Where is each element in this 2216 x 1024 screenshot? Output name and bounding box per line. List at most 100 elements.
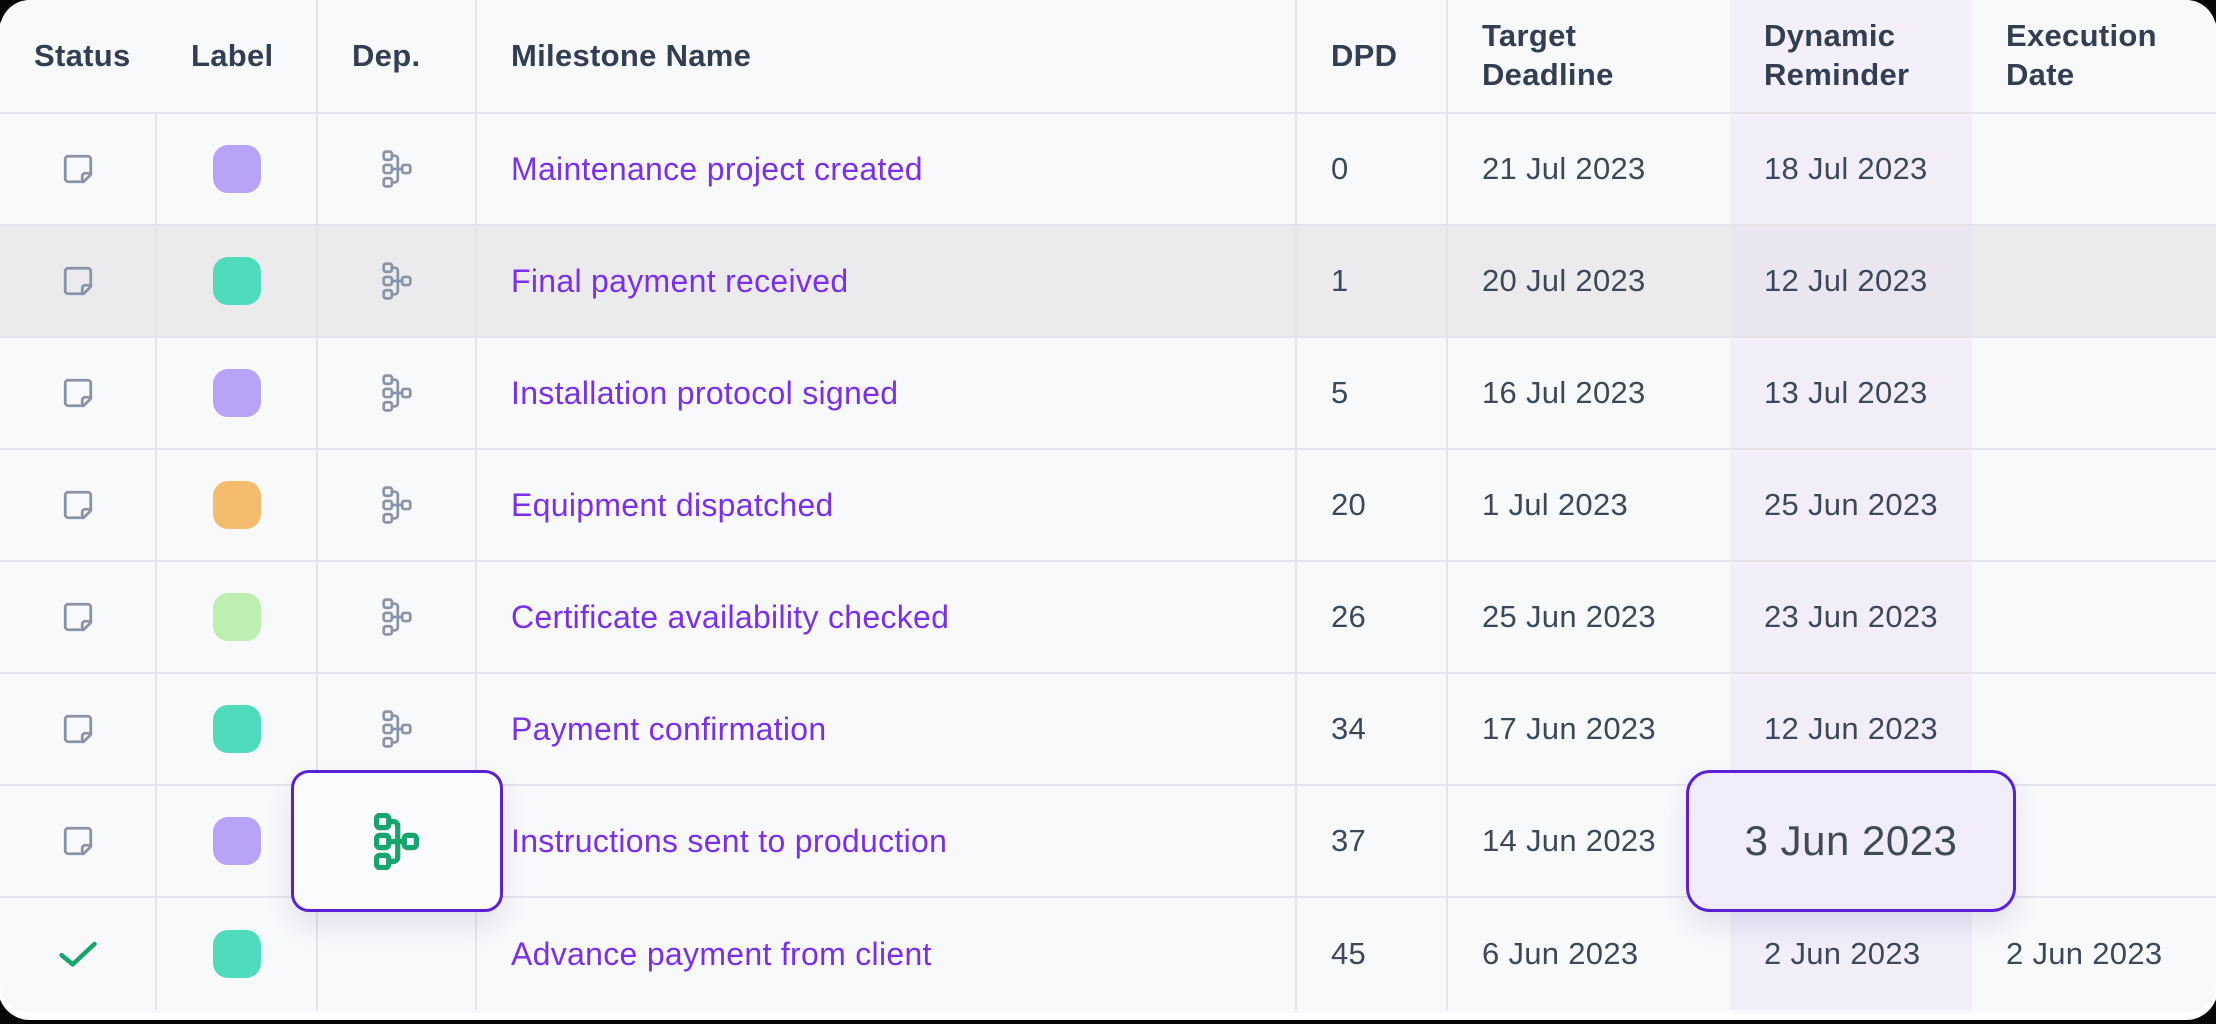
label-chip[interactable] — [212, 145, 261, 193]
label-chip[interactable] — [212, 593, 261, 641]
status-cell — [0, 450, 157, 562]
milestone-link[interactable]: Installation protocol signed — [511, 374, 899, 411]
milestone-link[interactable]: Certificate availability checked — [511, 598, 950, 635]
dynamic-reminder-value[interactable]: 25 Jun 2023 — [1764, 487, 1938, 522]
label-cell — [157, 674, 318, 786]
header-label: Label — [157, 0, 318, 114]
check-icon[interactable] — [57, 940, 99, 969]
dependency-icon[interactable] — [382, 710, 412, 748]
dependency-icon[interactable] — [382, 598, 412, 636]
dpd-cell: 45 — [1297, 898, 1448, 1010]
milestone-link[interactable]: Payment confirmation — [511, 710, 827, 747]
header-milestone-label: Milestone Name — [511, 37, 752, 73]
label-chip[interactable] — [212, 817, 261, 865]
dynamic-reminder-cell: 12 Jul 2023 — [1730, 226, 1972, 338]
label-chip[interactable] — [212, 481, 261, 529]
milestone-link[interactable]: Final payment received — [511, 262, 849, 299]
label-chip[interactable] — [212, 930, 261, 978]
header-dpd-label: DPD — [1331, 37, 1398, 73]
milestone-link[interactable]: Advance payment from client — [511, 935, 932, 972]
target-deadline-cell: 6 Jun 2023 — [1448, 898, 1730, 1010]
target-deadline-value[interactable]: 20 Jul 2023 — [1482, 263, 1646, 298]
note-icon[interactable] — [61, 824, 95, 858]
dpd-cell: 20 — [1297, 450, 1448, 562]
target-deadline-cell: 21 Jul 2023 — [1448, 114, 1730, 226]
label-chip[interactable] — [212, 705, 261, 753]
dynamic-reminder-value[interactable]: 23 Jun 2023 — [1764, 599, 1938, 634]
header-status-label: Status — [34, 37, 131, 73]
dynamic-reminder-value[interactable]: 2 Jun 2023 — [1764, 936, 1921, 971]
dpd-cell: 26 — [1297, 562, 1448, 674]
dpd-value: 0 — [1331, 151, 1349, 186]
dependency-icon[interactable] — [382, 374, 412, 412]
execution-date-cell — [1972, 450, 2216, 562]
dynamic-reminder-cell: 25 Jun 2023 — [1730, 450, 1972, 562]
target-deadline-value[interactable]: 6 Jun 2023 — [1482, 936, 1639, 971]
dependency-popup[interactable] — [290, 770, 503, 912]
milestone-cell: Installation protocol signed — [477, 338, 1297, 450]
header-execution-label: Execution Date — [2006, 18, 2157, 92]
reminder-value: 3 Jun 2023 — [1744, 817, 1958, 864]
milestone-cell: Advance payment from client — [477, 898, 1297, 1010]
dpd-value: 34 — [1331, 711, 1367, 746]
label-chip[interactable] — [212, 257, 261, 305]
status-cell — [0, 226, 157, 338]
target-deadline-cell: 20 Jul 2023 — [1448, 226, 1730, 338]
note-icon[interactable] — [61, 488, 95, 522]
milestone-cell: Maintenance project created — [477, 114, 1297, 226]
target-deadline-value[interactable]: 1 Jul 2023 — [1482, 487, 1629, 522]
dynamic-reminder-value[interactable]: 18 Jul 2023 — [1764, 151, 1928, 186]
header-execution-date: Execution Date — [1972, 0, 2216, 114]
header-label-label: Label — [191, 37, 274, 73]
dep-cell — [318, 114, 477, 226]
target-deadline-value[interactable]: 25 Jun 2023 — [1482, 599, 1656, 634]
target-deadline-cell: 25 Jun 2023 — [1448, 562, 1730, 674]
target-deadline-value[interactable]: 17 Jun 2023 — [1482, 711, 1656, 746]
milestone-link[interactable]: Instructions sent to production — [511, 822, 948, 859]
dynamic-reminder-value[interactable]: 12 Jun 2023 — [1764, 711, 1938, 746]
execution-date-cell — [1972, 338, 2216, 450]
dpd-value: 37 — [1331, 823, 1367, 858]
header-target-deadline: Target Deadline — [1448, 0, 1730, 114]
reminder-popup[interactable]: 3 Jun 2023 — [1686, 770, 2016, 912]
note-icon[interactable] — [61, 712, 95, 746]
dependency-icon[interactable] — [382, 262, 412, 300]
target-deadline-value[interactable]: 21 Jul 2023 — [1482, 151, 1646, 186]
target-deadline-cell: 1 Jul 2023 — [1448, 450, 1730, 562]
note-icon[interactable] — [61, 264, 95, 298]
target-deadline-value[interactable]: 16 Jul 2023 — [1482, 375, 1646, 410]
dynamic-reminder-cell: 3 Jun 2023 — [1686, 770, 2016, 912]
status-cell — [0, 786, 157, 898]
label-cell — [157, 898, 318, 1010]
dpd-value: 45 — [1331, 936, 1367, 971]
header-reminder-label: Dynamic Reminder — [1764, 18, 1910, 92]
milestone-link[interactable]: Maintenance project created — [511, 150, 923, 187]
dynamic-reminder-value[interactable]: 12 Jul 2023 — [1764, 263, 1928, 298]
header-dep: Dep. — [318, 0, 477, 114]
dep-cell — [318, 562, 477, 674]
dynamic-reminder-cell: 18 Jul 2023 — [1730, 114, 1972, 226]
dynamic-reminder-value[interactable]: 13 Jul 2023 — [1764, 375, 1928, 410]
dep-cell — [318, 898, 477, 1010]
milestone-cell: Final payment received — [477, 226, 1297, 338]
note-icon[interactable] — [61, 600, 95, 634]
execution-date-cell — [1972, 674, 2216, 786]
dynamic-reminder-cell: 2 Jun 2023 — [1730, 898, 1972, 1010]
milestone-link[interactable]: Equipment dispatched — [511, 486, 834, 523]
dpd-cell: 0 — [1297, 114, 1448, 226]
dependency-icon[interactable] — [382, 150, 412, 188]
dep-cell — [318, 450, 477, 562]
dynamic-reminder-cell: 13 Jul 2023 — [1730, 338, 1972, 450]
dependency-icon[interactable] — [382, 486, 412, 524]
label-chip[interactable] — [212, 369, 261, 417]
execution-date-value[interactable]: 2 Jun 2023 — [2006, 936, 2163, 971]
note-icon[interactable] — [61, 152, 95, 186]
target-deadline-value[interactable]: 14 Jun 2023 — [1482, 823, 1656, 858]
note-icon[interactable] — [61, 376, 95, 410]
dpd-cell: 34 — [1297, 674, 1448, 786]
dependency-icon — [374, 813, 419, 870]
dpd-value: 26 — [1331, 599, 1367, 634]
dep-cell — [290, 770, 503, 912]
header-milestone-name: Milestone Name — [477, 0, 1297, 114]
